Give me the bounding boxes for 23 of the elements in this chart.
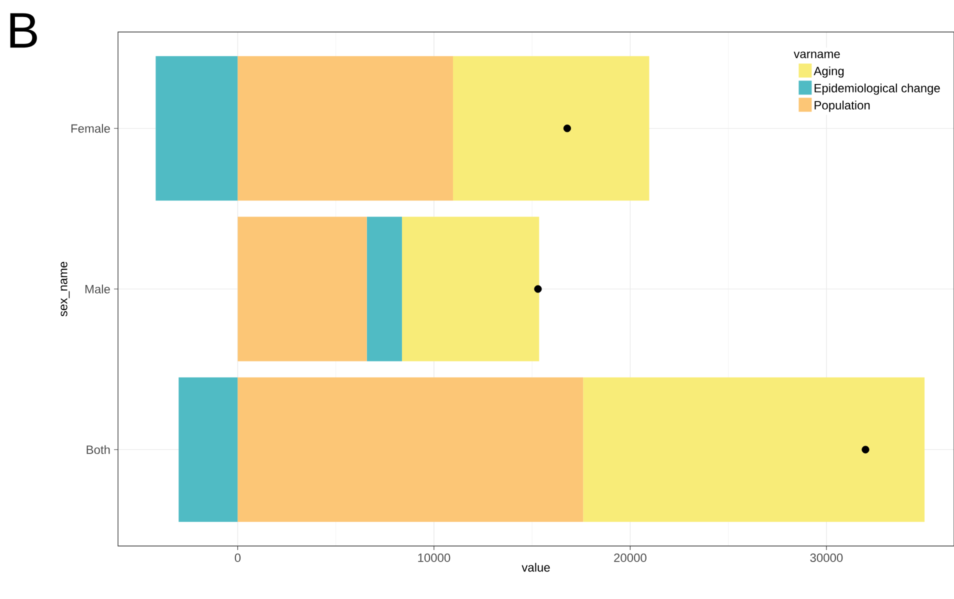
bar [238,56,453,201]
y-axis-title: sex_name [60,262,70,316]
x-tick-label: 0 [234,554,241,562]
legend-label: Aging [814,66,844,78]
y-tick-label: Male [85,284,110,294]
legend-title: varname [794,52,840,58]
bar [238,216,367,362]
bar [402,216,540,362]
y-tick-label: Both [86,445,110,454]
x-tick-label: 20000 [614,554,646,562]
legend-label: Epidemiological change [814,84,940,95]
x-axis-title: value [522,562,550,572]
bar [583,377,925,522]
legend-label: Population [814,100,870,112]
x-tick-label: 10000 [418,554,450,562]
bar [178,377,238,522]
bar [452,56,650,201]
y-tick-label: Female [71,124,110,133]
bar [156,56,238,201]
x-tick-label: 30000 [810,554,843,562]
bar [238,377,584,522]
text: B [10,13,37,48]
bar [366,216,402,362]
